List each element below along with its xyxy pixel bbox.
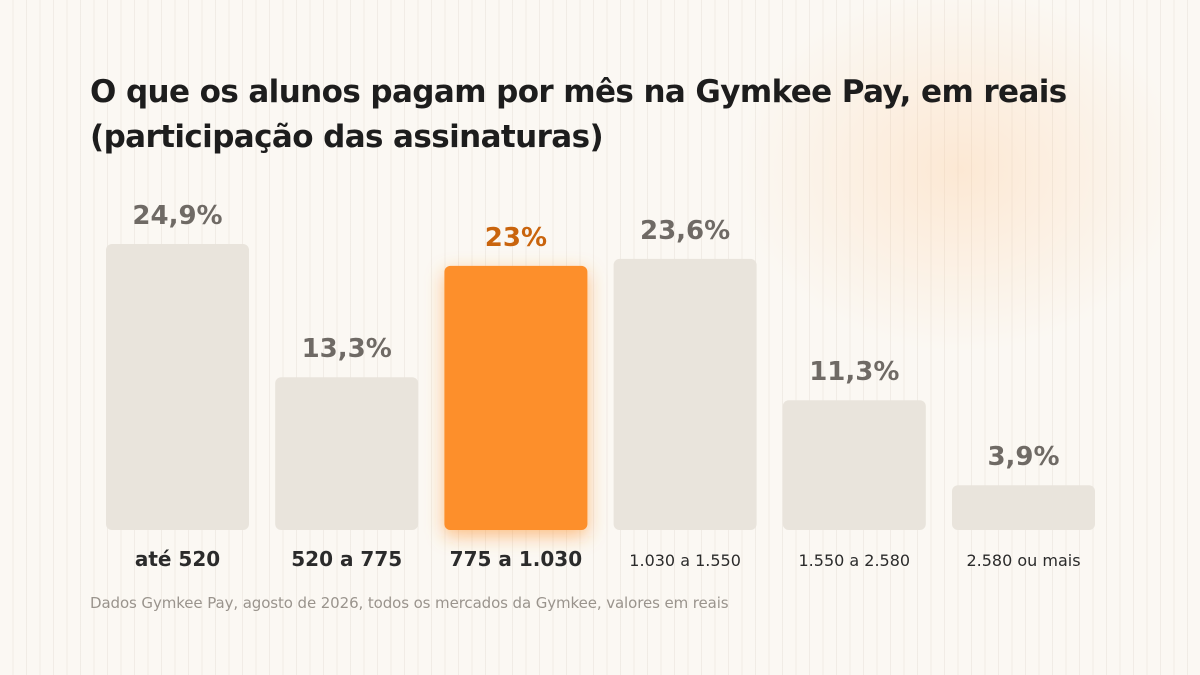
value-label-6: 3,9% — [987, 442, 1059, 472]
category-label-5: 1.550 a 2.580 — [799, 551, 911, 570]
category-label-3: 775 a 1.030 — [450, 547, 582, 571]
bar-2 — [275, 377, 419, 530]
chart-footnote: Dados Gymkee Pay, agosto de 2026, todos … — [90, 594, 729, 612]
bar-5 — [782, 400, 926, 530]
chart-title: O que os alunos pagam por mês na Gymkee … — [90, 74, 1067, 155]
bar-4 — [613, 258, 757, 530]
value-label-1: 24,9% — [132, 201, 222, 231]
value-label-4: 23,6% — [640, 216, 730, 246]
category-label-4: 1.030 a 1.550 — [629, 551, 741, 570]
bar-1 — [106, 244, 249, 530]
bar-6 — [952, 485, 1095, 530]
value-label-3: 23% — [485, 223, 547, 253]
category-label-2: 520 a 775 — [291, 547, 402, 571]
category-label-6: 2.580 ou mais — [966, 551, 1080, 570]
value-label-5: 11,3% — [809, 357, 899, 387]
category-label-1: até 520 — [135, 547, 220, 571]
bar-3 — [444, 265, 588, 530]
value-label-2: 13,3% — [302, 334, 392, 364]
